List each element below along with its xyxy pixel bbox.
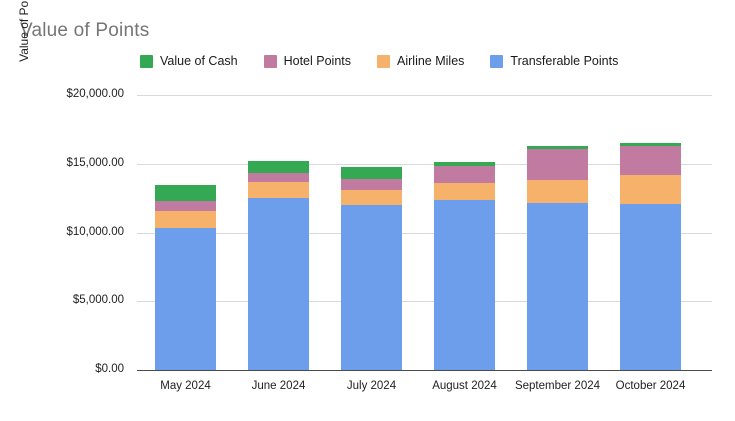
y-axis-tick-label: $10,000.00 [66,225,124,238]
chart-legend: Value of Cash Hotel Points Airline Miles Tr… [140,54,710,68]
bar-segment[interactable] [620,175,681,204]
bar-stack [248,161,309,370]
bar-segment[interactable] [248,182,309,199]
y-axis-tick-label: $0.00 [95,363,124,375]
gridline [137,301,712,303]
x-axis-tick-label: July 2024 [346,380,397,392]
y-axis-title: Value of Points [17,0,31,62]
y-axis-tick-label: $5,000.00 [72,294,124,307]
bar-stack [620,143,681,370]
x-axis-tick-label: August 2024 [432,380,497,392]
legend-swatch-icon [490,54,504,68]
x-axis-tick-label: September 2024 [514,380,601,392]
legend-item[interactable]: Airline Miles [377,54,464,68]
bar-segment[interactable] [155,228,216,370]
y-axis-tick: $15,000.00 [40,157,132,169]
bar-segment[interactable] [155,201,216,212]
bar-segment[interactable] [620,204,681,370]
bar-segment[interactable] [434,200,495,370]
bar-stack [341,167,402,370]
legend-item-label: Hotel Points [283,54,352,68]
bar-segment[interactable] [248,161,309,174]
y-axis-tick: $20,000.00 [40,88,132,100]
legend-item[interactable]: Transferable Points [490,54,618,68]
x-axis-tick-label: June 2024 [251,380,306,392]
legend-item-label: Airline Miles [397,54,465,68]
bar-stack [155,185,216,370]
bar-segment[interactable] [341,190,402,205]
y-axis-tick-label: $15,000.00 [66,156,124,169]
bar-segment[interactable] [434,183,495,200]
bar-segment[interactable] [620,143,681,147]
bar-stack [527,146,588,370]
gridline [137,163,712,165]
x-axis-baseline [137,370,712,371]
bar-segment[interactable] [527,203,588,370]
legend-item-label: Transferable Points [510,54,619,68]
bar-segment[interactable] [341,167,402,179]
legend-item-label: Value of Cash [160,54,238,68]
bar-segment[interactable] [434,162,495,167]
y-axis-title-wrapper: Value of Points [10,0,34,382]
x-axis-tick-label: May 2024 [160,380,211,392]
bar-segment[interactable] [620,146,681,176]
y-axis-tick-label: $20,000.00 [66,88,124,100]
y-axis-tick: $0.00 [40,363,132,375]
y-axis-tick: $10,000.00 [40,226,132,238]
gridline [137,95,712,96]
x-axis-tick-label: October 2024 [615,380,686,392]
legend-swatch-icon [263,54,277,68]
bar-segment[interactable] [248,198,309,370]
legend-item[interactable]: Hotel Points [263,54,352,68]
bar-segment[interactable] [341,179,402,190]
bar-segment[interactable] [155,211,216,229]
legend-swatch-icon [377,54,391,68]
bar-segment[interactable] [248,173,309,183]
bar-segment[interactable] [434,166,495,184]
bar-segment[interactable] [341,205,402,370]
bar-segment[interactable] [527,149,588,181]
legend-swatch-icon [140,54,153,68]
bar-segment[interactable] [527,180,588,204]
chart-title: Value of Points [20,20,150,41]
gridline [137,232,712,234]
y-axis-tick: $5,000.00 [40,294,132,306]
bar-stack [434,162,495,370]
bar-segment[interactable] [527,146,588,150]
legend-item[interactable]: Value of Cash [140,54,238,68]
bar-segment[interactable] [155,185,216,202]
